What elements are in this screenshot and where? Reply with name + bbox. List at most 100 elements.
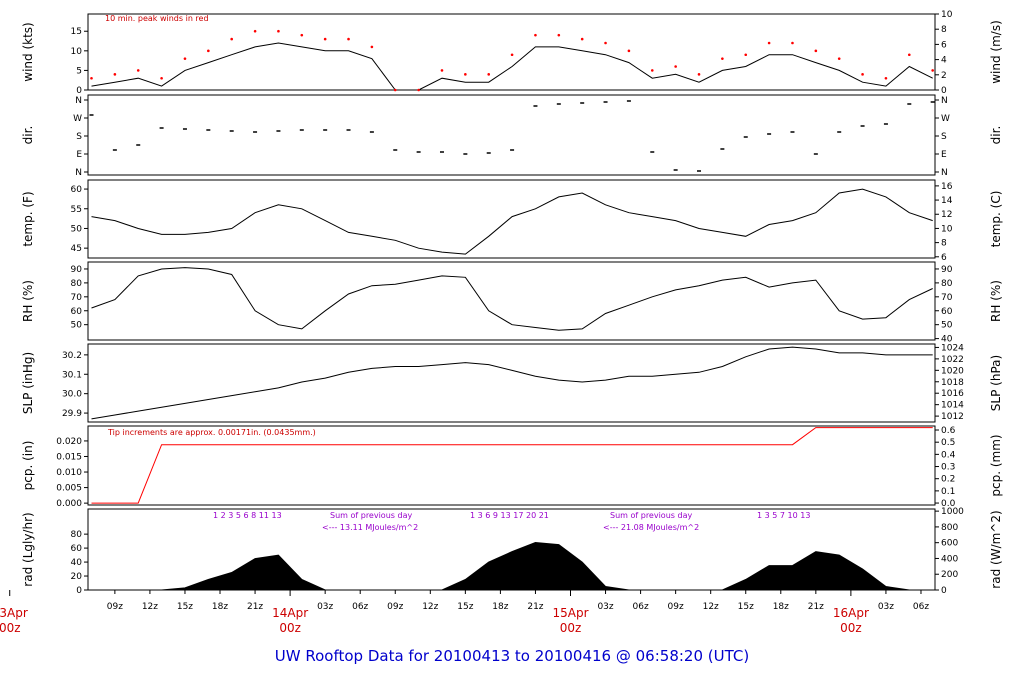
y2-axis-label: temp. (C) [989, 191, 1003, 248]
peak-dot [440, 69, 444, 72]
annotation: <--- 13.11 MJoules/m^2 [322, 523, 418, 532]
y-tick-label: 10 [71, 47, 83, 57]
x-tick-label: 12z [703, 602, 719, 612]
y-tick-label: N [75, 168, 82, 178]
y2-tick-label: 4 [941, 56, 947, 66]
peak-dot [230, 37, 233, 41]
y2-axis-label: SLP (hPa) [989, 355, 1003, 411]
dir-point [510, 149, 515, 151]
dir-point [276, 130, 281, 132]
y2-tick-label: 10 [941, 224, 953, 234]
y2-tick-label: 2 [941, 71, 947, 81]
dir-point [720, 148, 725, 150]
data-line [91, 188, 933, 255]
y2-tick-label: 8 [941, 239, 947, 249]
peak-dot [393, 88, 397, 92]
panel-frame [87, 94, 936, 176]
y2-tick-label: 0 [941, 86, 947, 96]
peak-dot [557, 33, 561, 37]
y2-tick-label: 1020 [941, 366, 964, 376]
x-tick-label: 06z [352, 602, 368, 612]
y2-tick-label: 600 [941, 539, 958, 549]
annotation: 10 min. peak winds in red [105, 14, 209, 23]
peak-dot [510, 53, 514, 57]
data-area [91, 541, 933, 591]
y-tick-label: 5 [76, 66, 82, 76]
peak-dot [884, 76, 888, 80]
y2-axis-label: rad (W/m^2) [989, 510, 1003, 588]
y-axis-label: RH (%) [21, 280, 35, 322]
y2-tick-label: E [941, 150, 947, 160]
y-tick-label: W [73, 114, 82, 124]
y-axis-label: pcp. (in) [21, 441, 35, 491]
y2-tick-label: 1012 [941, 412, 964, 422]
y-tick-label: 0.000 [56, 499, 82, 509]
data-line [91, 267, 933, 331]
y-tick-label: 15 [71, 27, 82, 37]
y2-tick-label: W [941, 114, 950, 124]
peak-dot [347, 37, 350, 41]
dir-point [439, 151, 444, 153]
y2-tick-label: 0.1 [941, 487, 955, 497]
dir-point [883, 123, 888, 125]
panel-frame [87, 179, 936, 259]
dir-point [346, 129, 351, 131]
dir-point [369, 131, 374, 133]
y2-tick-label: 80 [941, 279, 953, 289]
y2-tick-label: 0.0 [941, 499, 956, 509]
y2-tick-label: 16 [941, 182, 953, 192]
dir-point [206, 129, 211, 131]
midnight-tick-label: 00z [560, 621, 582, 635]
y-tick-label: 0 [76, 586, 82, 596]
midnight-tick-label: 00z [279, 621, 301, 635]
y2-tick-label: 1016 [941, 389, 964, 399]
y-tick-label: 0.010 [56, 468, 82, 478]
peak-dot [650, 69, 654, 72]
y2-tick-label: 0.4 [941, 450, 956, 460]
peak-dot [136, 69, 140, 72]
dir-point [767, 133, 772, 135]
dir-point [837, 131, 842, 133]
peak-dot [604, 41, 607, 45]
panel-frame [87, 343, 936, 423]
peak-dot [907, 53, 911, 57]
peak-dot [674, 65, 677, 68]
peak-dot [627, 49, 631, 53]
y2-tick-label: 50 [941, 321, 953, 331]
y-tick-label: 30.0 [62, 390, 82, 400]
y-tick-label: S [76, 132, 82, 142]
x-tick-label: 06z [633, 602, 649, 612]
peak-dot [744, 53, 748, 57]
y-tick-label: 90 [71, 265, 83, 275]
dir-point [907, 103, 912, 105]
dir-point [159, 127, 164, 129]
x-tick-label: 15z [457, 602, 473, 612]
y-tick-label: 55 [71, 205, 82, 215]
data-line [91, 427, 933, 504]
midnight-tick-label: 00z [0, 621, 21, 635]
annotation: Sum of previous day [610, 511, 692, 520]
dir-point [299, 129, 304, 131]
y2-axis-label: RH (%) [989, 280, 1003, 322]
x-tick-label: 21z [808, 602, 824, 612]
y-tick-label: 0.020 [56, 437, 82, 447]
y-tick-label: 0.005 [56, 484, 82, 494]
peak-dot [487, 73, 491, 76]
y-tick-label: 40 [71, 558, 83, 568]
y-tick-label: 70 [71, 293, 83, 303]
y-tick-label: 30.2 [62, 351, 82, 361]
peak-dot [183, 57, 187, 60]
x-tick-label: 06z [913, 602, 929, 612]
y2-tick-label: 0.2 [941, 475, 955, 485]
date-tick-label: 16Apr [833, 606, 869, 620]
y-tick-label: 20 [71, 572, 83, 582]
panel-frame [87, 13, 936, 91]
y2-axis-label: wind (m/s) [989, 20, 1003, 84]
dir-point [743, 136, 748, 138]
y-tick-label: 60 [71, 307, 83, 317]
annotation: 1 3 5 7 10 13 [757, 511, 810, 520]
y-tick-label: 60 [71, 544, 83, 554]
x-tick-label: 09z [107, 602, 123, 612]
peak-dot [534, 33, 537, 37]
dir-point [813, 153, 818, 155]
